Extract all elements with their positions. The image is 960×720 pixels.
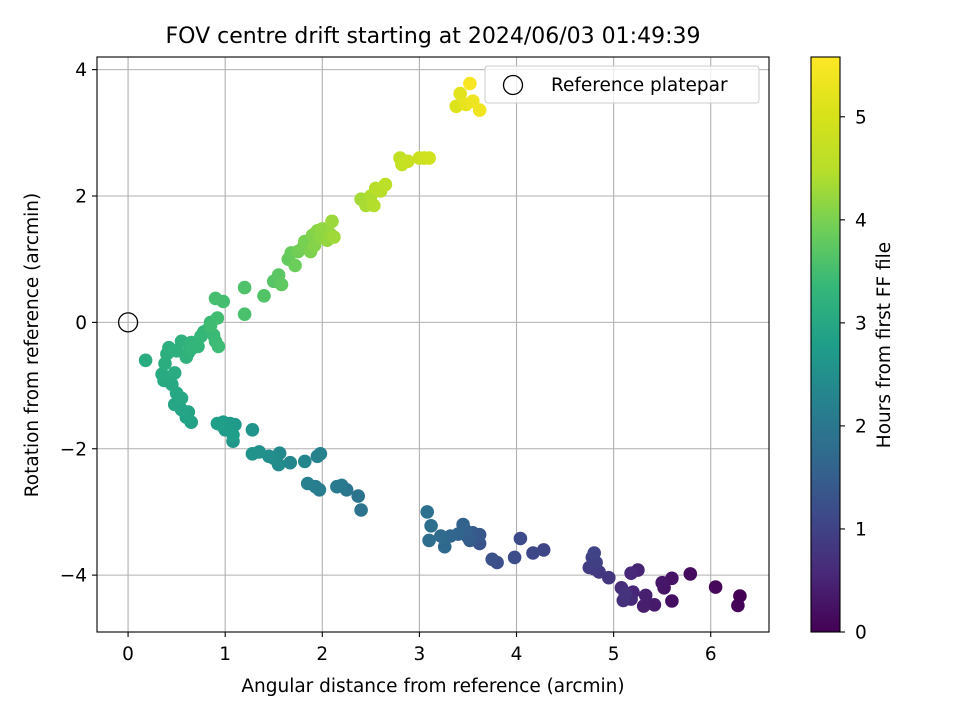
y-axis-label: Rotation from reference (arcmin) <box>22 193 43 497</box>
scatter-point <box>401 154 415 169</box>
scatter-point <box>325 214 339 229</box>
x-tick-label: 3 <box>414 644 426 665</box>
x-axis-ticks: 0 1 2 3 4 5 6 <box>122 632 717 665</box>
x-tick-label: 1 <box>219 644 231 665</box>
scatter-point <box>463 76 477 91</box>
scatter-point <box>300 476 315 491</box>
plot-frame <box>96 56 770 633</box>
scatter-point <box>638 588 653 603</box>
scatter-point <box>443 529 458 543</box>
scatter-point <box>351 489 366 503</box>
x-tick-label: 0 <box>122 644 134 665</box>
scatter-points <box>138 76 747 613</box>
legend-label: Reference platepar <box>551 75 728 96</box>
colorbar-ticks: 0 1 2 3 4 5 <box>840 107 867 644</box>
scatter-point <box>274 277 289 292</box>
scatter-point <box>636 599 651 613</box>
x-tick-label: 4 <box>511 644 523 665</box>
scatter-point <box>210 416 225 431</box>
scatter-point <box>237 307 252 322</box>
scatter-point <box>245 447 260 461</box>
colorbar-label: Hours from first FF file <box>874 242 895 448</box>
legend-box <box>484 65 760 104</box>
scatter-point <box>327 230 341 244</box>
scatter-point <box>665 594 679 608</box>
scatter-point <box>210 311 225 325</box>
x-tick-label: 5 <box>608 644 620 665</box>
scatter-point <box>310 449 325 464</box>
colorbar-tick-label: 0 <box>855 623 867 644</box>
reference-marker-group <box>117 312 139 333</box>
scatter-point <box>618 587 633 601</box>
scatter-point <box>378 177 393 192</box>
colorbar-tick-label: 2 <box>855 416 867 437</box>
scatter-point <box>434 529 448 543</box>
scatter-point <box>138 353 153 368</box>
scatter-point <box>354 503 368 517</box>
scatter-point <box>424 519 438 533</box>
scatter-point <box>422 533 436 548</box>
scatter-point <box>683 567 698 581</box>
scatter-point <box>507 550 522 565</box>
scatter-point <box>167 366 182 380</box>
scatter-point <box>453 86 468 101</box>
scatter-point <box>587 546 601 560</box>
scatter-point <box>245 423 260 437</box>
scatter-point <box>211 339 226 354</box>
x-tick-label: 2 <box>316 644 328 665</box>
y-tick-label: −2 <box>60 439 87 460</box>
scatter-point <box>536 543 551 557</box>
y-axis-ticks: −4 −2 0 2 4 <box>60 60 97 587</box>
scatter-point <box>208 291 223 306</box>
colorbar <box>810 56 841 633</box>
scatter-point <box>420 505 435 519</box>
scatter-point <box>422 151 436 165</box>
legend-reference-marker <box>502 74 524 96</box>
scatter-point <box>237 280 252 295</box>
colorbar-tick-label: 1 <box>855 519 867 540</box>
scatter-point <box>655 575 669 590</box>
scatter-point <box>330 479 344 494</box>
y-tick-label: 0 <box>75 313 87 334</box>
scatter-point <box>288 258 302 273</box>
x-tick-label: 6 <box>705 644 717 665</box>
reference-platepar-marker <box>117 312 139 333</box>
legend: Reference platepar <box>484 65 760 104</box>
scatter-point <box>731 598 745 613</box>
colorbar-tick-label: 4 <box>855 210 867 231</box>
scatter-point <box>174 391 189 406</box>
scatter-point <box>257 289 271 303</box>
x-axis-label: Angular distance from reference (arcmin) <box>241 676 624 697</box>
scatter-point <box>367 198 381 213</box>
scatter-point <box>472 103 487 117</box>
y-tick-label: −4 <box>60 566 87 587</box>
scatter-point <box>624 566 638 580</box>
scatter-point <box>708 580 723 594</box>
scatter-point <box>526 546 540 560</box>
scatter-point <box>155 367 169 382</box>
scatter-point <box>298 454 312 469</box>
scatter-point <box>485 552 500 567</box>
scatter-point <box>513 531 528 546</box>
colorbar-tick-label: 5 <box>855 107 867 128</box>
y-tick-label: 2 <box>75 187 87 208</box>
y-tick-label: 4 <box>75 60 87 81</box>
scatter-point <box>283 455 298 470</box>
colorbar-tick-label: 3 <box>855 313 867 334</box>
scatter-point <box>437 539 452 554</box>
grid <box>97 57 769 632</box>
scatter-point <box>226 428 240 442</box>
scatter-point <box>647 598 662 612</box>
chart-title: FOV centre drift starting at 2024/06/03 … <box>166 24 701 49</box>
